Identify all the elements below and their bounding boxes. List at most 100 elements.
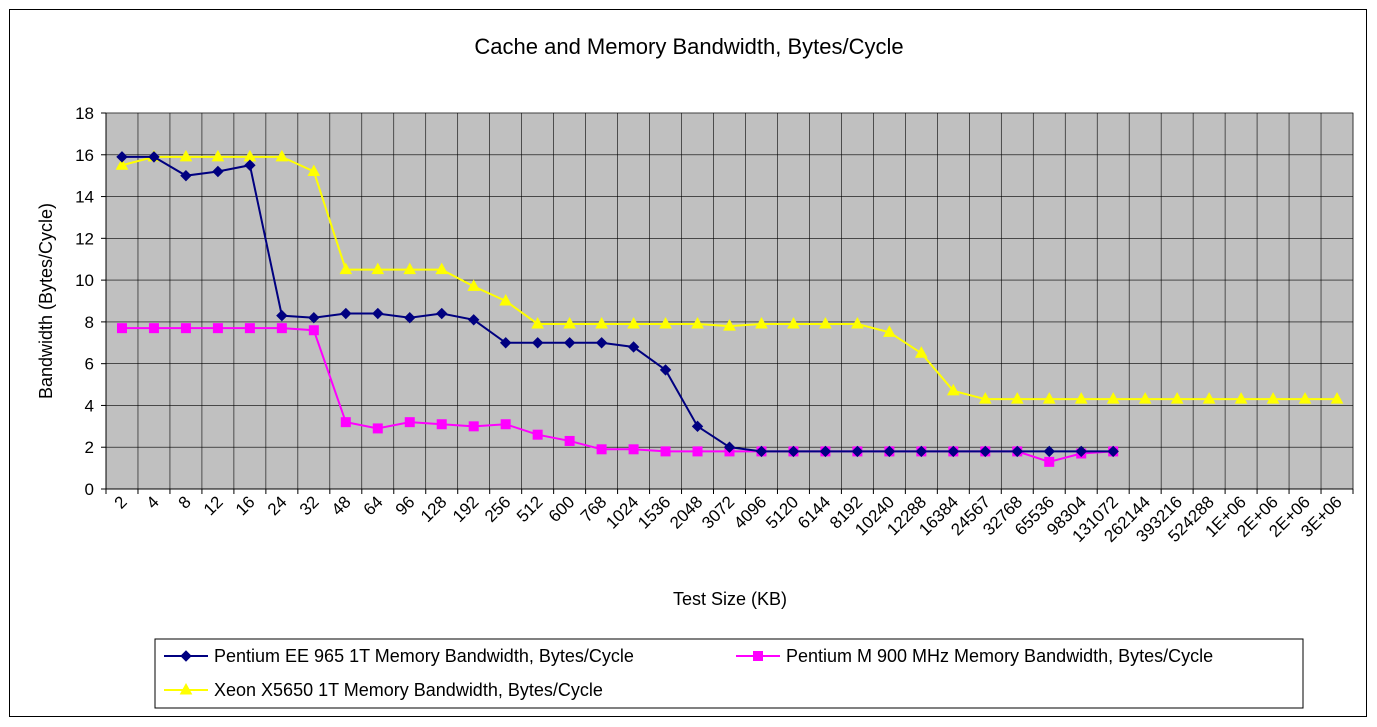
data-point xyxy=(116,151,128,163)
data-point xyxy=(564,435,575,446)
data-point xyxy=(1043,445,1055,458)
x-tick-label: 2 xyxy=(111,492,131,512)
data-point xyxy=(883,445,896,458)
data-point xyxy=(340,307,352,320)
chart-title: Cache and Memory Bandwidth, Bytes/Cycle xyxy=(474,34,903,59)
data-point xyxy=(180,169,192,182)
data-point xyxy=(628,444,639,455)
data-point xyxy=(692,446,703,457)
data-point xyxy=(532,429,543,440)
x-tick-label: 96 xyxy=(392,492,419,519)
legend-marker xyxy=(180,650,192,662)
y-tick-labels: 0 2 4 6 8 10 12 14 16 18 xyxy=(75,104,94,499)
data-point xyxy=(978,392,992,404)
data-point xyxy=(531,316,544,329)
data-point xyxy=(244,159,256,171)
data-point xyxy=(851,316,864,329)
legend-box xyxy=(154,638,1304,709)
data-point xyxy=(116,323,127,334)
data-point xyxy=(531,337,544,349)
x-tick-label: 4096 xyxy=(730,492,770,532)
data-point xyxy=(691,316,704,329)
data-point xyxy=(723,441,736,453)
data-point xyxy=(1044,456,1055,467)
data-point xyxy=(403,262,417,275)
data-point xyxy=(212,165,224,178)
data-point xyxy=(1330,392,1344,404)
data-point xyxy=(1170,392,1184,404)
data-point xyxy=(595,316,608,329)
x-tick-labels: 2 4 8 12 16 24 32 48 64 9612819225651260076810241… xyxy=(111,492,1346,546)
data-point xyxy=(819,316,832,329)
data-point xyxy=(660,446,671,457)
data-point xyxy=(851,445,864,458)
data-point xyxy=(946,383,960,396)
data-point xyxy=(691,420,704,433)
data-point xyxy=(179,149,193,162)
legend-label: Pentium M 900 MHz Memory Bandwidth, Byte… xyxy=(786,646,1213,666)
y-tick-label: 6 xyxy=(85,355,94,374)
data-point xyxy=(1075,445,1087,458)
x-tick-label: 6144 xyxy=(794,492,834,532)
x-tick-label: 2048 xyxy=(666,492,706,532)
data-point xyxy=(308,312,320,324)
data-point xyxy=(244,323,255,334)
data-point xyxy=(1202,392,1216,404)
x-tick-label: 512 xyxy=(513,492,546,525)
data-point xyxy=(659,316,672,329)
x-tick-label: 64 xyxy=(360,492,387,519)
data-point xyxy=(979,445,992,458)
x-tick-label: 3072 xyxy=(698,492,738,532)
y-tick-label: 10 xyxy=(75,271,94,290)
data-point xyxy=(596,444,607,455)
data-point xyxy=(436,307,448,320)
series-3 xyxy=(115,149,1344,404)
y-tick-label: 2 xyxy=(85,438,94,457)
data-point xyxy=(467,314,480,326)
x-tick-label: 1536 xyxy=(634,492,674,532)
data-point xyxy=(1042,392,1056,404)
data-point xyxy=(435,262,449,275)
data-point xyxy=(339,262,353,275)
data-point xyxy=(947,445,960,458)
data-point xyxy=(1010,392,1024,404)
data-point xyxy=(1298,392,1312,404)
y-tick-label: 18 xyxy=(75,104,94,123)
data-point xyxy=(595,337,608,349)
data-point xyxy=(275,149,289,162)
data-point xyxy=(915,445,928,458)
data-point xyxy=(499,293,513,306)
legend-label: Pentium EE 965 1T Memory Bandwidth, Byte… xyxy=(214,646,634,666)
x-tick-label: 8 xyxy=(175,492,195,512)
data-point xyxy=(1266,392,1280,404)
plot-area xyxy=(105,112,1354,490)
data-point xyxy=(659,364,672,376)
x-tick-label: 600 xyxy=(545,492,578,525)
data-point xyxy=(627,341,640,353)
x-tick-label: 12 xyxy=(200,492,227,519)
x-tick-label: 128 xyxy=(417,492,450,525)
data-point xyxy=(115,158,129,170)
data-point xyxy=(915,346,928,358)
data-point xyxy=(276,309,288,322)
data-point xyxy=(1234,392,1248,404)
data-point xyxy=(436,419,447,430)
data-point xyxy=(500,419,511,430)
legend-item: Pentium M 900 MHz Memory Bandwidth, Byte… xyxy=(736,646,1213,666)
x-tick-label: 256 xyxy=(481,492,514,525)
x-tick-label: 1024 xyxy=(602,492,642,532)
data-point xyxy=(340,417,351,428)
series-1 xyxy=(116,151,1119,458)
y-tick-label: 16 xyxy=(75,146,94,165)
legend-marker xyxy=(753,651,763,661)
data-point xyxy=(308,325,319,336)
data-point xyxy=(787,445,800,458)
data-point xyxy=(372,423,383,434)
data-point xyxy=(755,445,768,458)
data-point xyxy=(563,316,576,329)
legend-marker xyxy=(179,682,193,695)
y-tick-label: 8 xyxy=(85,313,94,332)
legend-item: Xeon X5650 1T Memory Bandwidth, Bytes/Cy… xyxy=(164,680,603,700)
data-point xyxy=(148,323,159,334)
